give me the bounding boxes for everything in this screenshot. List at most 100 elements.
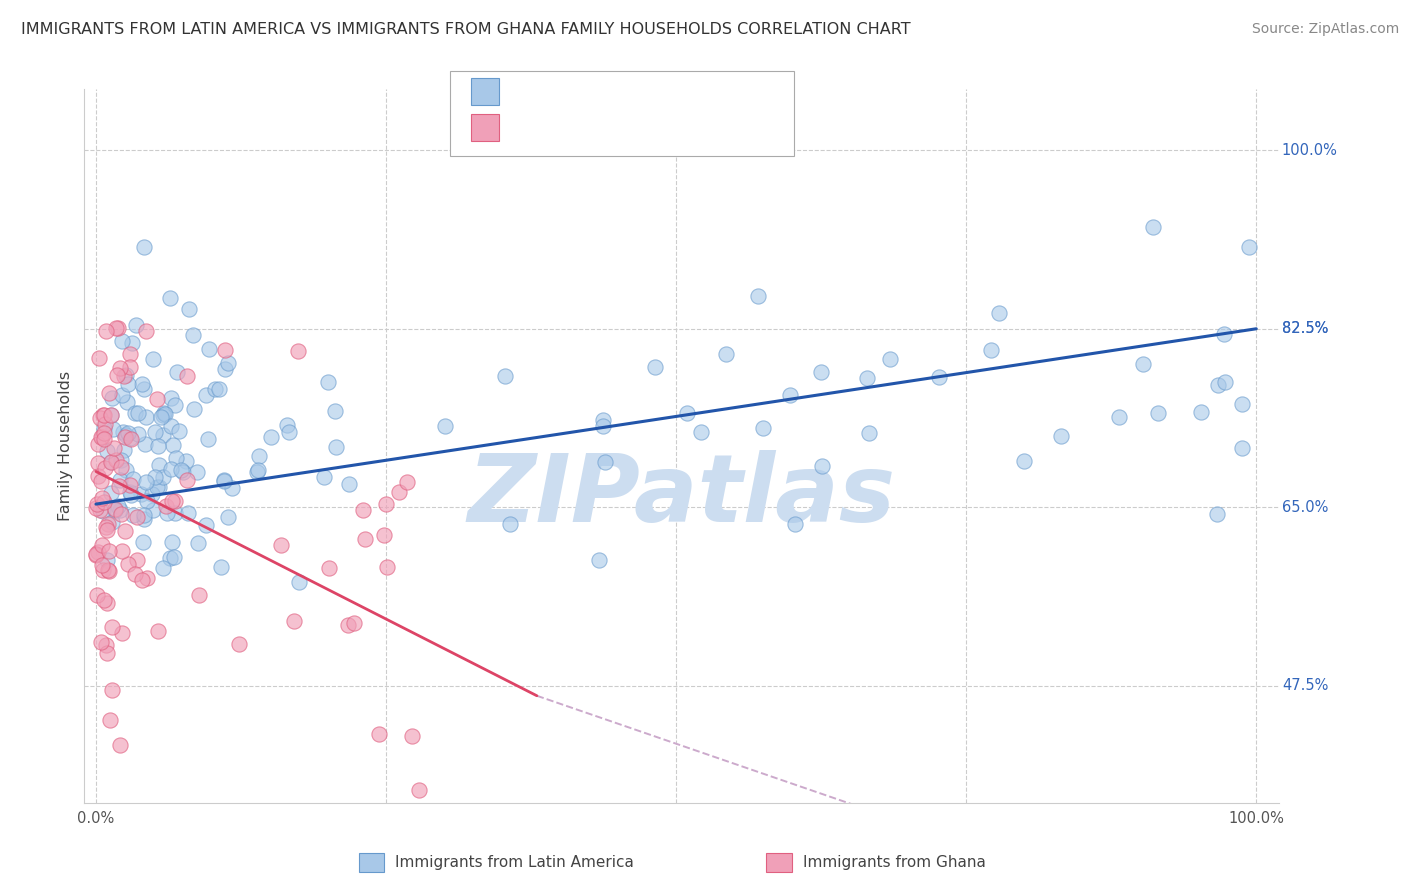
Point: [112, 443, 135, 458]
Point: [159, 291, 181, 305]
Point: [111, 544, 134, 558]
Point: [212, 474, 235, 488]
Point: [134, 382, 156, 396]
Point: [197, 343, 219, 357]
Point: [354, 532, 377, 546]
Point: [112, 369, 135, 384]
Point: [217, 356, 239, 370]
Point: [136, 493, 159, 508]
Point: [270, 538, 292, 552]
Point: [148, 624, 170, 638]
Point: [94, 417, 117, 432]
Point: [93, 408, 115, 422]
Point: [1147, 406, 1170, 420]
Point: [89, 410, 111, 425]
Point: [87, 351, 110, 365]
Point: [91, 409, 114, 423]
Point: [86, 548, 108, 562]
Point: [93, 421, 115, 435]
Point: [96, 646, 118, 660]
Point: [336, 618, 359, 632]
Point: [221, 482, 243, 496]
Point: [101, 422, 124, 436]
Point: [396, 475, 419, 489]
Point: [155, 506, 177, 520]
Point: [86, 545, 108, 559]
Point: [375, 559, 398, 574]
Point: [101, 620, 124, 634]
Point: [93, 593, 115, 607]
Point: [89, 503, 111, 517]
Point: [135, 571, 157, 585]
Point: [87, 469, 110, 483]
Point: [146, 439, 169, 453]
Point: [1232, 397, 1254, 411]
Point: [186, 466, 208, 480]
Point: [246, 465, 269, 479]
Point: [747, 288, 769, 302]
Point: [98, 564, 121, 578]
Point: [374, 497, 396, 511]
Point: [100, 485, 122, 500]
Point: [122, 472, 145, 486]
Point: [162, 437, 184, 451]
Point: [148, 458, 170, 472]
Point: [160, 493, 183, 508]
Point: [110, 361, 132, 376]
Point: [217, 510, 239, 524]
Point: [132, 508, 155, 522]
Point: [1142, 219, 1164, 234]
Point: [980, 343, 1002, 357]
Point: [283, 614, 305, 628]
Point: [212, 473, 235, 487]
Point: [86, 588, 108, 602]
Point: [91, 538, 114, 552]
Point: [177, 506, 200, 520]
Point: [188, 588, 211, 602]
Point: [160, 462, 183, 476]
Point: [148, 480, 170, 494]
Point: [87, 437, 110, 451]
Point: [96, 596, 118, 610]
Point: [152, 561, 174, 575]
Point: [134, 512, 156, 526]
Point: [129, 486, 152, 500]
Point: [172, 465, 194, 479]
Point: [249, 449, 271, 463]
Point: [1213, 375, 1236, 389]
Point: [858, 425, 880, 440]
Point: [87, 456, 110, 470]
Point: [135, 410, 157, 425]
Point: [165, 399, 187, 413]
Point: [675, 406, 697, 420]
Point: [108, 479, 131, 493]
Point: [593, 455, 616, 469]
Point: [90, 430, 112, 444]
Text: IMMIGRANTS FROM LATIN AMERICA VS IMMIGRANTS FROM GHANA FAMILY HOUSEHOLDS CORRELA: IMMIGRANTS FROM LATIN AMERICA VS IMMIGRA…: [21, 22, 911, 37]
Text: 82.5%: 82.5%: [1282, 321, 1329, 336]
Point: [107, 499, 129, 513]
Point: [94, 461, 117, 475]
Point: [1237, 240, 1260, 254]
Point: [100, 409, 122, 423]
Point: [110, 460, 132, 475]
Point: [125, 510, 148, 524]
Point: [142, 502, 165, 516]
Point: [141, 486, 163, 500]
Point: [153, 407, 176, 421]
Point: [132, 534, 155, 549]
Point: [373, 528, 395, 542]
Point: [93, 432, 115, 446]
Point: [592, 418, 614, 433]
Point: [114, 524, 136, 538]
Point: [91, 563, 114, 577]
Point: [84, 547, 107, 561]
Point: [93, 425, 115, 440]
Point: [110, 388, 132, 402]
Point: [90, 558, 112, 573]
Point: [588, 553, 610, 567]
Point: [114, 430, 136, 444]
Point: [134, 240, 156, 254]
Point: [96, 443, 118, 458]
Point: [166, 365, 188, 379]
